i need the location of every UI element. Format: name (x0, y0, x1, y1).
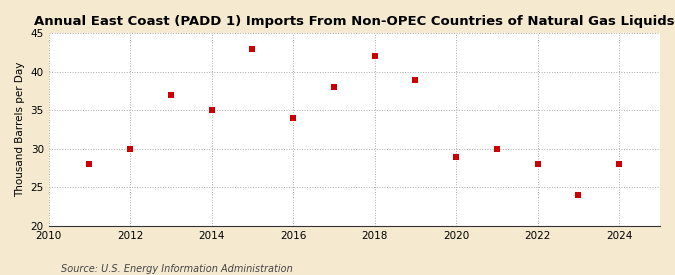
Point (247, 46, 258, 51)
Point (573, 193, 584, 197)
Point (84, 162, 95, 166)
Point (491, 147, 502, 151)
Point (125, 147, 136, 151)
Point (288, 116, 298, 120)
Y-axis label: Thousand Barrels per Day: Thousand Barrels per Day (15, 62, 25, 197)
Point (533, 162, 543, 166)
Text: Source: U.S. Energy Information Administration: Source: U.S. Energy Information Administ… (61, 264, 292, 274)
Point (614, 162, 624, 166)
Point (369, 54, 380, 59)
Point (329, 85, 340, 89)
Point (207, 108, 217, 112)
Point (410, 77, 421, 82)
Point (165, 93, 176, 97)
Title: Annual East Coast (PADD 1) Imports From Non-OPEC Countries of Natural Gas Liquid: Annual East Coast (PADD 1) Imports From … (34, 15, 674, 28)
Point (451, 154, 462, 159)
